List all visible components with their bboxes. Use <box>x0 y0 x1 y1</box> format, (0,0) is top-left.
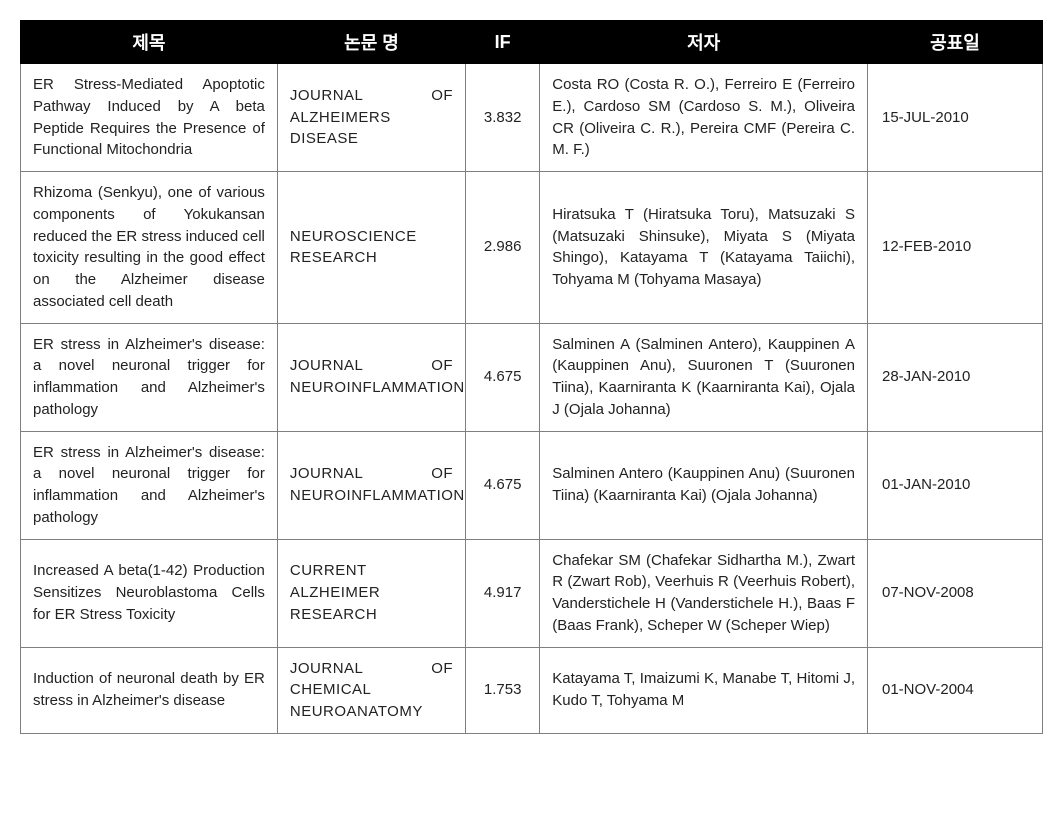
cell-title: ER Stress-Mediated Apoptotic Pathway Ind… <box>21 64 278 172</box>
cell-date: 15-JUL-2010 <box>868 64 1043 172</box>
table-row: ER Stress-Mediated Apoptotic Pathway Ind… <box>21 64 1043 172</box>
cell-journal: JOURNAL OF NEUROINFLAMMATION <box>277 323 465 431</box>
cell-if: 4.675 <box>466 323 540 431</box>
cell-if: 1.753 <box>466 647 540 733</box>
cell-title: Induction of neuronal death by ER stress… <box>21 647 278 733</box>
cell-if: 4.675 <box>466 431 540 539</box>
header-if: IF <box>466 21 540 64</box>
table-row: ER stress in Alzheimer's disease: a nove… <box>21 323 1043 431</box>
cell-authors: Chafekar SM (Chafekar Sidhartha M.), Zwa… <box>540 539 868 647</box>
table-row: ER stress in Alzheimer's disease: a nove… <box>21 431 1043 539</box>
header-date: 공표일 <box>868 21 1043 64</box>
cell-authors: Costa RO (Costa R. O.), Ferreiro E (Ferr… <box>540 64 868 172</box>
table-row: Increased A beta(1-42) Production Sensit… <box>21 539 1043 647</box>
cell-title: ER stress in Alzheimer's disease: a nove… <box>21 323 278 431</box>
cell-authors: Katayama T, Imaizumi K, Manabe T, Hitomi… <box>540 647 868 733</box>
table-body: ER Stress-Mediated Apoptotic Pathway Ind… <box>21 64 1043 734</box>
cell-title: Increased A beta(1-42) Production Sensit… <box>21 539 278 647</box>
cell-journal: JOURNAL OF NEUROINFLAMMATION <box>277 431 465 539</box>
cell-if: 4.917 <box>466 539 540 647</box>
cell-journal: JOURNAL OF ALZHEIMERS DISEASE <box>277 64 465 172</box>
cell-date: 28-JAN-2010 <box>868 323 1043 431</box>
cell-title: ER stress in Alzheimer's disease: a nove… <box>21 431 278 539</box>
cell-authors: Salminen Antero (Kauppinen Anu) (Suurone… <box>540 431 868 539</box>
table-row: Induction of neuronal death by ER stress… <box>21 647 1043 733</box>
cell-title: Rhizoma (Senkyu), one of various compone… <box>21 172 278 324</box>
cell-authors: Hiratsuka T (Hiratsuka Toru), Matsuzaki … <box>540 172 868 324</box>
cell-if: 2.986 <box>466 172 540 324</box>
cell-date: 12-FEB-2010 <box>868 172 1043 324</box>
cell-date: 01-NOV-2004 <box>868 647 1043 733</box>
cell-if: 3.832 <box>466 64 540 172</box>
cell-journal: JOURNAL OF CHEMICAL NEUROANATOMY <box>277 647 465 733</box>
cell-authors: Salminen A (Salminen Antero), Kauppinen … <box>540 323 868 431</box>
table-header-row: 제목 논문 명 IF 저자 공표일 <box>21 21 1043 64</box>
table-row: Rhizoma (Senkyu), one of various compone… <box>21 172 1043 324</box>
header-title: 제목 <box>21 21 278 64</box>
cell-date: 01-JAN-2010 <box>868 431 1043 539</box>
cell-journal: CURRENT ALZHEIMER RESEARCH <box>277 539 465 647</box>
cell-date: 07-NOV-2008 <box>868 539 1043 647</box>
papers-table: 제목 논문 명 IF 저자 공표일 ER Stress-Mediated Apo… <box>20 20 1043 734</box>
header-journal: 논문 명 <box>277 21 465 64</box>
header-authors: 저자 <box>540 21 868 64</box>
cell-journal: NEUROSCIENCE RESEARCH <box>277 172 465 324</box>
